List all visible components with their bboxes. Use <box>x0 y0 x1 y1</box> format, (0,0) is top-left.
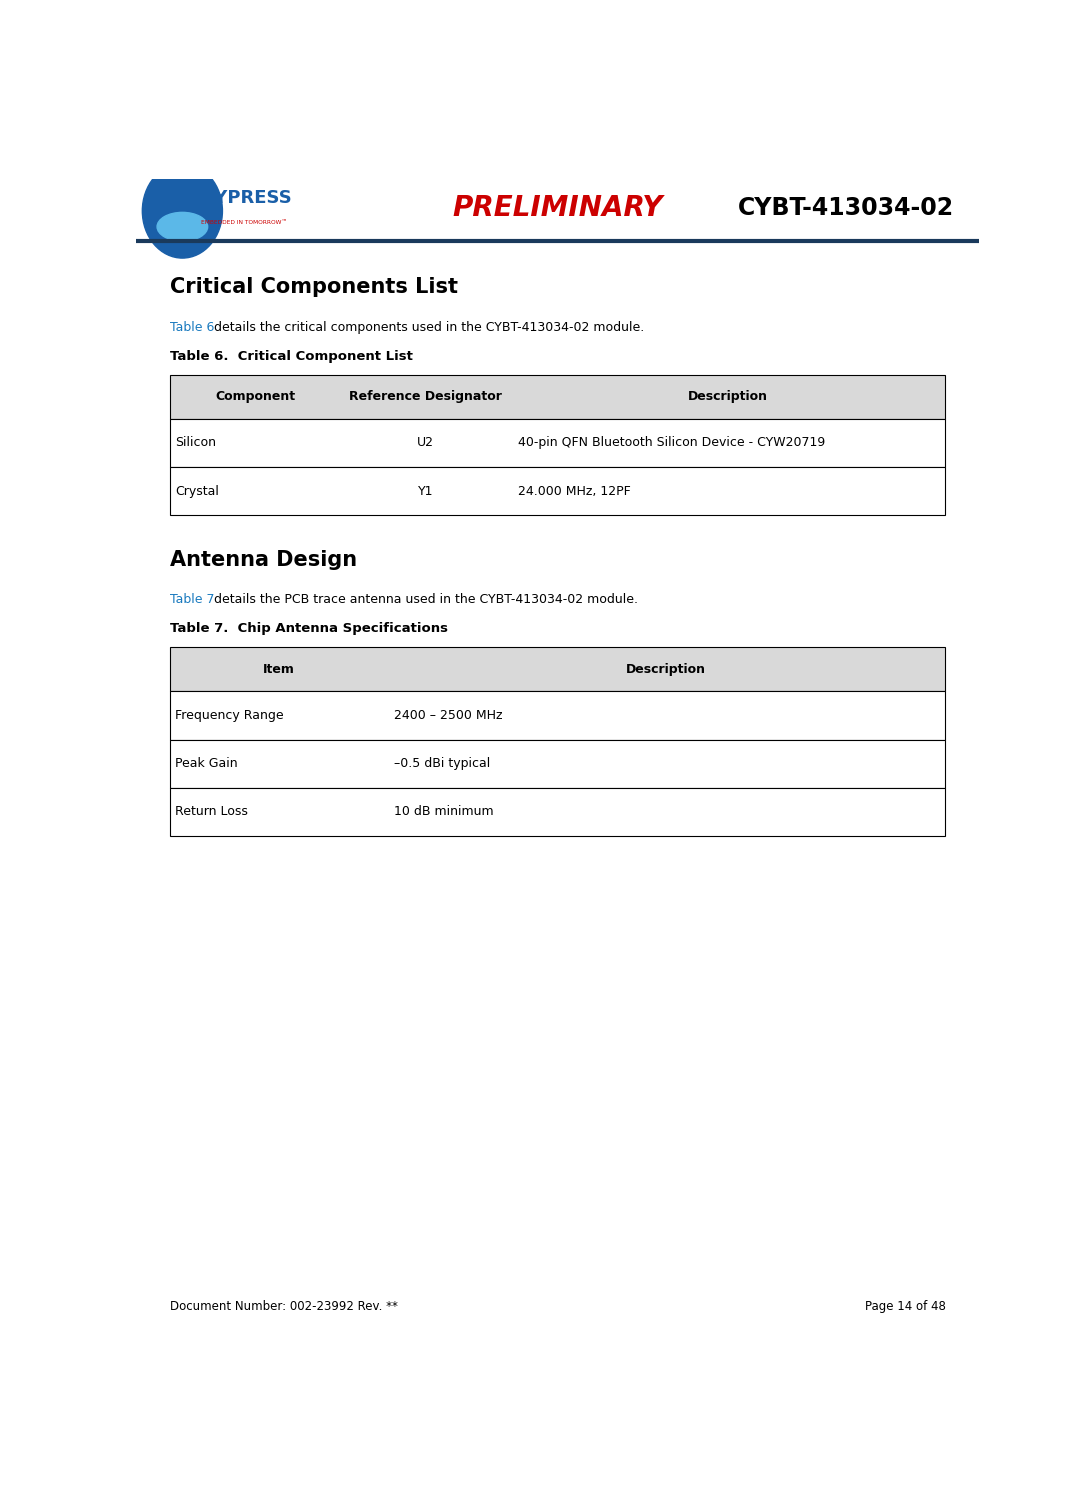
Text: Silicon: Silicon <box>175 436 215 450</box>
Text: details the PCB trace antenna used in the CYBT-413034-02 module.: details the PCB trace antenna used in th… <box>210 593 639 607</box>
Text: EMBEDDED IN TOMORROW™: EMBEDDED IN TOMORROW™ <box>201 220 287 224</box>
Text: Document Number: 002-23992 Rev. **: Document Number: 002-23992 Rev. ** <box>170 1300 397 1313</box>
Text: Page 14 of 48: Page 14 of 48 <box>865 1300 945 1313</box>
Text: Reference Designator: Reference Designator <box>349 390 503 403</box>
Text: –0.5 dBi typical: –0.5 dBi typical <box>394 757 490 771</box>
Bar <box>136 179 979 242</box>
Text: Table 6: Table 6 <box>170 321 214 333</box>
Bar <box>170 418 945 466</box>
Text: PRELIMINARY: PRELIMINARY <box>453 194 663 221</box>
Bar <box>170 375 945 418</box>
Text: Description: Description <box>627 663 706 675</box>
Text: U2: U2 <box>417 436 434 450</box>
Text: 24.000 MHz, 12PF: 24.000 MHz, 12PF <box>518 484 631 498</box>
Text: Component: Component <box>215 390 295 403</box>
Bar <box>170 740 945 787</box>
Bar <box>170 692 945 740</box>
Text: Description: Description <box>689 390 768 403</box>
Text: CYPRESS: CYPRESS <box>201 190 292 208</box>
Text: Item: Item <box>262 663 294 675</box>
Bar <box>170 647 945 692</box>
Text: Y1: Y1 <box>418 484 433 498</box>
Text: 40-pin QFN Bluetooth Silicon Device - CYW20719: 40-pin QFN Bluetooth Silicon Device - CY… <box>518 436 825 450</box>
Text: Critical Components List: Critical Components List <box>170 276 458 297</box>
Text: Table 7.  Chip Antenna Specifications: Table 7. Chip Antenna Specifications <box>170 622 448 635</box>
Text: CYBT-413034-02: CYBT-413034-02 <box>738 196 954 220</box>
Ellipse shape <box>143 164 222 258</box>
Text: 10 dB minimum: 10 dB minimum <box>394 805 493 819</box>
Text: Antenna Design: Antenna Design <box>170 550 357 569</box>
Text: 2400 – 2500 MHz: 2400 – 2500 MHz <box>394 708 503 722</box>
Text: Peak Gain: Peak Gain <box>175 757 237 771</box>
Text: Crystal: Crystal <box>175 484 219 498</box>
Text: details the critical components used in the CYBT-413034-02 module.: details the critical components used in … <box>210 321 644 333</box>
Bar <box>170 466 945 515</box>
Text: Return Loss: Return Loss <box>175 805 248 819</box>
Ellipse shape <box>157 212 208 241</box>
Text: Table 7: Table 7 <box>170 593 214 607</box>
Bar <box>170 787 945 837</box>
Text: Frequency Range: Frequency Range <box>175 708 283 722</box>
Text: Table 6.  Critical Component List: Table 6. Critical Component List <box>170 350 412 363</box>
